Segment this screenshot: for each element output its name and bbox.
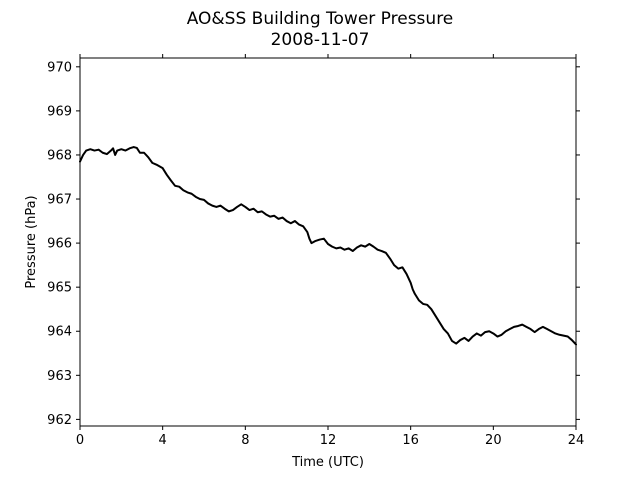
x-tick-label: 24 bbox=[568, 433, 585, 448]
x-axis-ticks: 0 4 8 12 16 20 24 bbox=[76, 54, 584, 448]
x-axis-label: Time (UTC) bbox=[291, 455, 364, 470]
y-tick-label: 965 bbox=[47, 281, 72, 296]
x-tick-label: 20 bbox=[485, 433, 502, 448]
y-axis-ticks: 962 963 964 965 966 967 968 969 970 bbox=[47, 60, 580, 428]
y-tick-label: 967 bbox=[47, 193, 72, 208]
y-tick-label: 966 bbox=[47, 237, 72, 252]
pressure-series-line bbox=[79, 146, 577, 346]
y-tick-label: 963 bbox=[47, 369, 72, 384]
plot-frame bbox=[79, 57, 577, 427]
x-tick-label: 12 bbox=[320, 433, 337, 448]
x-tick-label: 16 bbox=[402, 433, 419, 448]
plot-area bbox=[79, 146, 577, 346]
y-axis-label: Pressure (hPa) bbox=[24, 195, 39, 288]
y-tick-label: 969 bbox=[47, 104, 72, 119]
x-tick-label: 8 bbox=[241, 433, 249, 448]
y-tick-label: 970 bbox=[47, 60, 72, 75]
x-tick-label: 4 bbox=[159, 433, 167, 448]
y-tick-label: 964 bbox=[47, 325, 72, 340]
chart-subtitle: 2008-11-07 bbox=[271, 30, 370, 50]
y-tick-label: 962 bbox=[47, 413, 72, 428]
y-tick-label: 968 bbox=[47, 148, 72, 163]
chart-title: AO&SS Building Tower Pressure bbox=[187, 9, 454, 29]
x-tick-label: 0 bbox=[76, 433, 84, 448]
